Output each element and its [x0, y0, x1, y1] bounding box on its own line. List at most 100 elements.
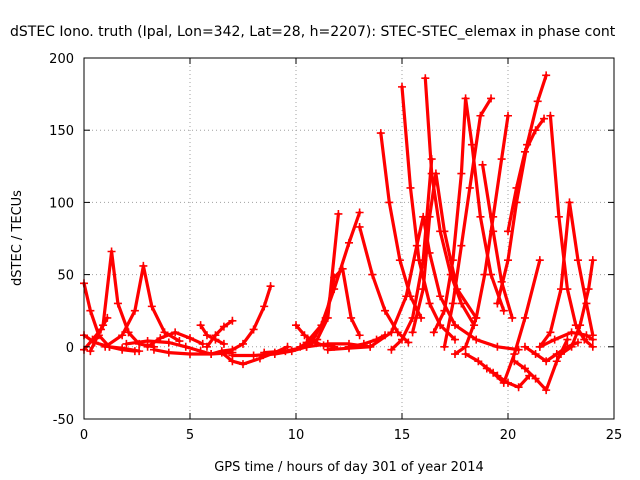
y-axis-label: dSTEC / TECUs	[10, 190, 25, 286]
data-point	[381, 331, 390, 340]
data-point	[249, 351, 258, 360]
data-point	[113, 299, 122, 308]
data-point	[198, 339, 207, 348]
data-point	[520, 364, 529, 373]
data-point	[520, 342, 529, 351]
data-point	[319, 341, 328, 350]
x-axis-label: GPS time / hours of day 301 of year 2014	[214, 460, 484, 475]
data-point	[580, 335, 589, 344]
data-point	[480, 270, 489, 279]
data-point	[345, 342, 353, 351]
data-point	[347, 313, 356, 322]
data-point	[520, 147, 529, 156]
data-point	[101, 342, 110, 351]
trace-line	[347, 333, 387, 349]
data-point	[372, 335, 381, 344]
data-point	[107, 247, 116, 256]
data-point	[300, 331, 309, 340]
data-point	[406, 183, 415, 192]
plot-frame	[83, 57, 615, 420]
data-point	[448, 299, 457, 308]
tick-layer: 0 5 10 15 20 25 -50 0 50 100 150 200	[49, 52, 622, 443]
data-point	[482, 364, 491, 373]
data-point	[147, 302, 156, 311]
trace-line	[199, 323, 226, 346]
data-point	[531, 126, 540, 135]
data-point	[355, 208, 364, 217]
data-point	[408, 328, 417, 337]
data-point	[573, 256, 582, 265]
data-point	[588, 335, 597, 344]
data-point	[139, 261, 148, 270]
data-point	[531, 374, 540, 383]
data-point	[359, 339, 368, 348]
data-point	[563, 335, 572, 344]
data-point	[493, 299, 502, 308]
data-point	[124, 328, 133, 337]
x-tick-label: 25	[606, 428, 623, 443]
data-point	[427, 169, 436, 178]
data-point	[504, 111, 512, 120]
data-point	[465, 183, 474, 192]
data-point	[476, 212, 485, 221]
data-point	[355, 222, 364, 231]
data-point	[196, 321, 205, 330]
data-point	[472, 335, 481, 344]
data-point	[504, 256, 512, 265]
data-point	[461, 350, 470, 359]
data-point	[567, 328, 576, 337]
data-point	[554, 212, 563, 221]
data-point	[584, 285, 593, 294]
data-point	[239, 360, 247, 369]
data-point	[323, 345, 332, 354]
data-point	[317, 321, 326, 330]
data-point	[451, 321, 459, 330]
chart-title: dSTEC Iono. truth (Ipal, Lon=342, Lat=28…	[10, 24, 616, 40]
data-point	[419, 285, 428, 294]
data-point	[211, 331, 220, 340]
x-tick-label: 20	[500, 428, 517, 443]
y-tick-label: 50	[57, 269, 74, 284]
data-point	[406, 292, 415, 301]
data-point	[457, 169, 466, 178]
data-point	[476, 111, 485, 120]
data-point	[171, 328, 180, 337]
data-point	[202, 342, 211, 351]
data-point	[533, 97, 542, 106]
data-point	[186, 334, 194, 343]
data-point	[366, 342, 375, 351]
data-point	[440, 306, 449, 315]
data-point	[508, 313, 517, 322]
data-point	[514, 383, 523, 392]
data-point	[489, 227, 498, 236]
data-point	[99, 321, 108, 330]
data-point	[149, 345, 158, 354]
data-point	[461, 94, 470, 103]
data-point	[421, 74, 430, 83]
y-tick-label: 100	[49, 196, 74, 211]
data-point	[565, 198, 574, 207]
data-point	[217, 348, 226, 357]
data-point	[457, 299, 466, 308]
data-point	[260, 302, 269, 311]
data-point	[573, 338, 582, 347]
trace-line	[442, 96, 493, 349]
data-point	[546, 111, 555, 120]
trace-line	[548, 114, 595, 349]
data-point	[381, 306, 390, 315]
data-point	[292, 321, 300, 330]
data-point	[186, 350, 194, 359]
data-point	[546, 328, 555, 337]
data-point	[355, 331, 364, 340]
data-point	[130, 306, 139, 315]
data-point	[461, 342, 470, 351]
data-point	[474, 357, 483, 366]
data-point	[164, 348, 173, 357]
data-point	[493, 342, 502, 351]
data-point	[385, 198, 394, 207]
data-point	[557, 350, 565, 359]
data-point	[404, 338, 413, 347]
data-point	[563, 285, 572, 294]
trace-line	[423, 76, 476, 327]
data-point	[535, 342, 544, 351]
